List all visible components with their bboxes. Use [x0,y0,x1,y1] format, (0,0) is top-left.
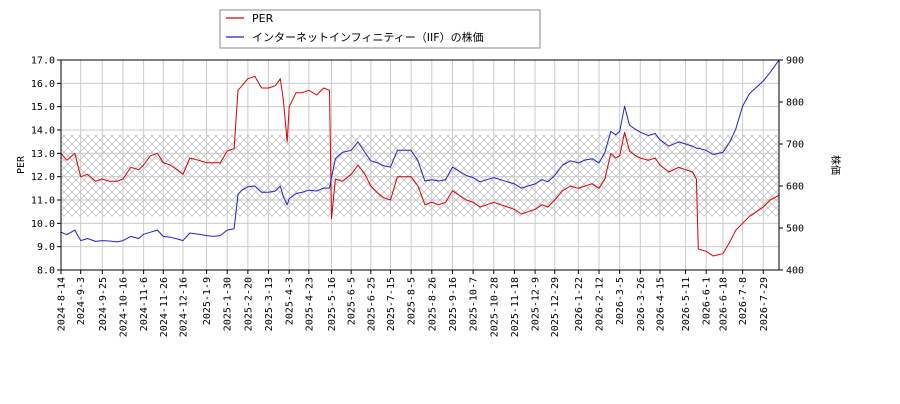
x-tick-label: 2025-8-26 [427,277,438,331]
y-left-tick-label: 17.0 [31,56,55,67]
x-tick-label: 2025-3-13 [264,277,275,331]
plot-frame [60,59,780,271]
x-tick-label: 2025-10-7 [469,277,480,331]
series-line-price [61,60,779,243]
range-band [61,134,779,217]
x-tick-label: 2025-12-9 [531,277,542,331]
x-tick-label: 2026-3-5 [615,277,626,325]
x-tick-label: 2024-8-14 [57,277,68,331]
y-axis-right-label: 株価 [829,155,842,175]
y-left-tick-label: 9.0 [37,242,55,253]
x-tick-label: 2025-1-9 [202,277,213,325]
x-tick-label: 2026-3-26 [636,277,647,331]
y-right-tick-label: 400 [786,266,804,277]
x-tick-label: 2026-7-8 [738,277,749,325]
y-left-tick-label: 12.0 [31,172,55,183]
x-tick-label: 2025-12-29 [550,277,561,337]
legend-box [219,9,541,49]
y-left-tick-label: 15.0 [31,102,55,113]
y-right-tick-label: 900 [786,56,804,67]
x-tick-label: 2025-8-5 [407,277,418,325]
x-tick-label: 2025-4-23 [304,277,315,331]
y-left-tick-label: 16.0 [31,79,55,90]
y-right-tick-label: 500 [786,224,804,235]
x-tick-label: 2025-6-5 [347,277,358,325]
y-left-tick-label: 13.0 [31,149,55,160]
y-left-tick-label: 8.0 [37,266,55,277]
legend-label-price: インターネットインフィニティー（IIF）の株価 [252,30,484,44]
x-tick-label: 2025-7-15 [386,277,397,331]
x-tick-label: 2024-9-3 [76,277,87,325]
x-tick-label: 2026-6-1 [702,277,713,325]
series-line-per [61,75,779,257]
x-tick-label: 2025-6-25 [366,277,377,331]
y-left-tick-label: 11.0 [31,196,55,207]
x-tick-label: 2026-6-18 [718,277,729,331]
x-tick-label: 2025-10-28 [489,277,500,337]
legend-label-per: PER [252,12,274,25]
y-right-tick-label: 600 [786,182,804,193]
x-tick-label: 2026-4-15 [655,277,666,331]
x-tick-label: 2024-11-26 [159,277,170,337]
x-tick-label: 2026-1-22 [574,277,585,331]
y-right-tick-label: 800 [786,98,804,109]
y-right-tick-label: 700 [786,140,804,151]
x-tick-label: 2024-9-25 [98,277,109,331]
y-axis-left-label: PER [16,155,27,174]
x-tick-label: 2025-2-20 [243,277,254,331]
y-left-tick-label: 10.0 [31,219,55,230]
y-left-tick-label: 14.0 [31,126,55,137]
x-tick-label: 2025-4-3 [285,277,296,325]
x-tick-label: 2025-11-18 [510,277,521,337]
x-tick-label: 2024-11-6 [139,277,150,331]
x-tick-label: 2026-7-29 [759,277,770,331]
x-tick-label: 2025-9-16 [448,277,459,331]
x-tick-label: 2026-2-12 [595,277,606,331]
x-tick-label: 2026-5-11 [681,277,692,331]
legend: PER インターネットインフィニティー（IIF）の株価 [219,9,541,49]
x-tick-label: 2024-12-16 [178,277,189,337]
x-tick-label: 2024-10-16 [118,277,129,337]
x-tick-label: 2025-5-16 [327,277,338,331]
x-tick-label: 2025-1-30 [223,277,234,331]
